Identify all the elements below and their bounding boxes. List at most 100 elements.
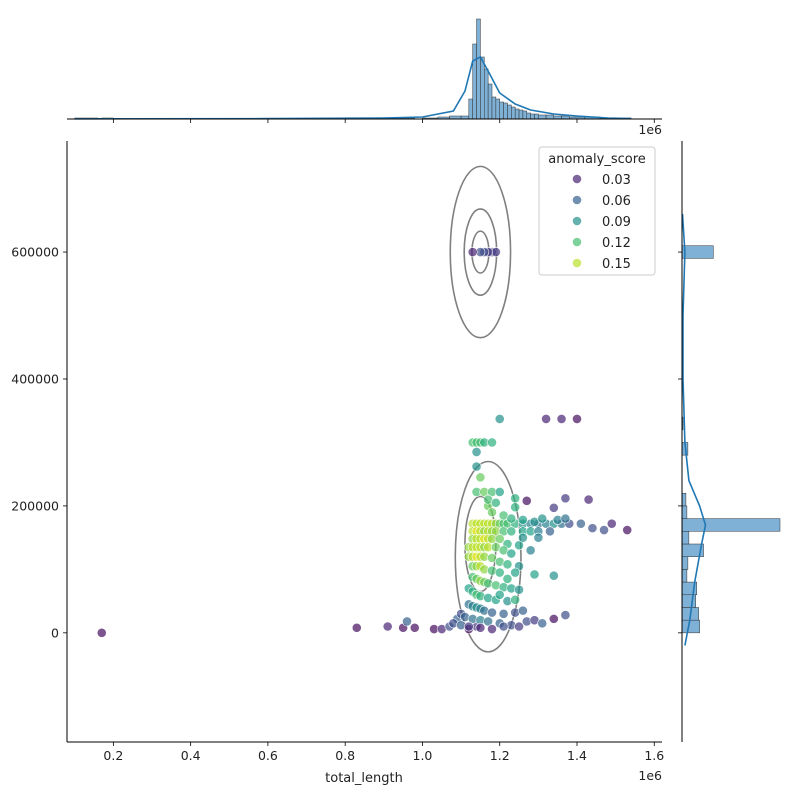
top-histogram-bar — [522, 110, 528, 120]
top-histogram-bar — [545, 114, 555, 120]
main-scatter-plot — [96, 165, 633, 653]
scatter-point — [560, 610, 571, 620]
scatter-point — [506, 548, 517, 559]
scatter-point — [622, 525, 633, 535]
x-tick-label: 0.4 — [181, 748, 201, 763]
x-tick-label: 0.2 — [103, 748, 123, 763]
top-histogram — [67, 18, 662, 123]
scatter-point — [490, 497, 501, 508]
scatter-point — [548, 502, 559, 513]
top-histogram-bar — [491, 96, 497, 120]
scatter-point — [514, 621, 524, 632]
legend-label: 0.03 — [602, 173, 631, 188]
top-histogram-bar — [476, 18, 481, 120]
scatter-point — [402, 616, 412, 627]
scatter-point — [494, 534, 505, 544]
top-histogram-bar — [484, 68, 489, 120]
top-histogram-bar — [499, 101, 504, 120]
x-tick-label: 0.6 — [258, 748, 278, 763]
scatter-point — [541, 414, 551, 424]
legend-marker — [572, 174, 582, 184]
axes: 0.2 0.4 0.6 0.8 1.0 1.2 1.4 1.6 0 200000 400000 600… — [11, 141, 664, 763]
x-tick-label: 0.8 — [335, 748, 355, 763]
scatter-point — [351, 622, 362, 633]
scatter-point — [494, 589, 505, 600]
right-histogram-bar — [681, 569, 688, 583]
right-histogram-bar — [681, 531, 690, 545]
top-histogram-bar — [480, 56, 485, 120]
scatter-point — [475, 622, 486, 633]
legend-label: 0.12 — [602, 236, 631, 251]
right-histogram-bar — [681, 505, 688, 519]
scatter-point — [409, 622, 420, 633]
scatter-point — [510, 493, 521, 504]
scatter-point — [560, 513, 571, 524]
scatter-point — [382, 621, 393, 632]
right-histogram-bar — [681, 556, 689, 570]
top-axis-offset-label: 1e6 — [638, 122, 662, 137]
top-histogram-bar — [495, 98, 500, 120]
right-histogram — [678, 141, 781, 742]
scatter-point — [483, 616, 494, 627]
top-histogram-bar — [511, 106, 516, 120]
legend-marker — [572, 216, 582, 226]
kde-contour — [454, 460, 522, 653]
legend-marker — [572, 195, 582, 205]
scatter-point — [587, 523, 598, 534]
scatter-point — [510, 567, 521, 578]
scatter-point — [487, 624, 497, 634]
scatter-point — [533, 532, 544, 543]
top-histogram-bar — [503, 102, 508, 120]
right-histogram-bar — [681, 518, 781, 532]
top-histogram-bar — [534, 113, 539, 120]
scatter-point — [583, 494, 594, 505]
scatter-point — [498, 621, 509, 632]
scatter-point — [487, 507, 497, 518]
scatter-point — [548, 613, 559, 624]
scatter-point — [599, 525, 609, 535]
y-tick-label: 200000 — [11, 498, 59, 513]
scatter-point — [487, 553, 497, 563]
x-tick-label: 1.0 — [413, 748, 433, 763]
x-axis-offset-label: 1e6 — [638, 768, 662, 783]
top-kde-line — [74, 55, 632, 120]
legend-label: 0.09 — [602, 215, 631, 230]
scatter-point — [537, 618, 548, 629]
scatter-point — [518, 532, 528, 543]
scatter-point — [510, 594, 521, 605]
scatter-point — [502, 573, 513, 584]
scatter-point — [545, 526, 555, 537]
top-histogram-bar — [526, 112, 531, 120]
right-histogram-bar — [681, 594, 696, 608]
scatter-point — [518, 605, 528, 616]
legend-label: 0.15 — [602, 257, 631, 272]
scatter-point — [575, 518, 586, 529]
y-tick-label: 600000 — [11, 245, 59, 260]
legend-marker — [572, 237, 582, 247]
scatter-point — [572, 414, 582, 424]
right-histogram-bar — [681, 619, 700, 634]
scatter-point — [560, 493, 571, 504]
scatter-point — [471, 461, 482, 472]
scatter-point — [467, 247, 478, 257]
scatter-point — [556, 414, 567, 424]
x-axis-label: total_length — [325, 771, 403, 786]
scatter-point — [96, 627, 107, 638]
legend-frame — [538, 146, 656, 276]
scatter-point — [506, 526, 517, 537]
legend: anomaly_score 0.03 0.06 0.09 0.12 0.15 — [538, 146, 656, 276]
x-tick-label: 1.4 — [567, 748, 587, 763]
top-histogram-bar — [518, 109, 524, 120]
top-histogram-bar — [530, 113, 535, 120]
scatter-point — [475, 472, 486, 483]
top-histogram-bar — [514, 108, 520, 120]
legend-title: anomaly_score — [548, 152, 646, 167]
x-tick-label: 1.2 — [490, 748, 510, 763]
scatter-point — [521, 495, 532, 506]
scatter-point — [487, 437, 497, 448]
right-kde-line — [681, 213, 707, 646]
scatter-point — [510, 502, 521, 513]
scatter-point — [525, 545, 536, 556]
scatter-point — [502, 559, 513, 570]
